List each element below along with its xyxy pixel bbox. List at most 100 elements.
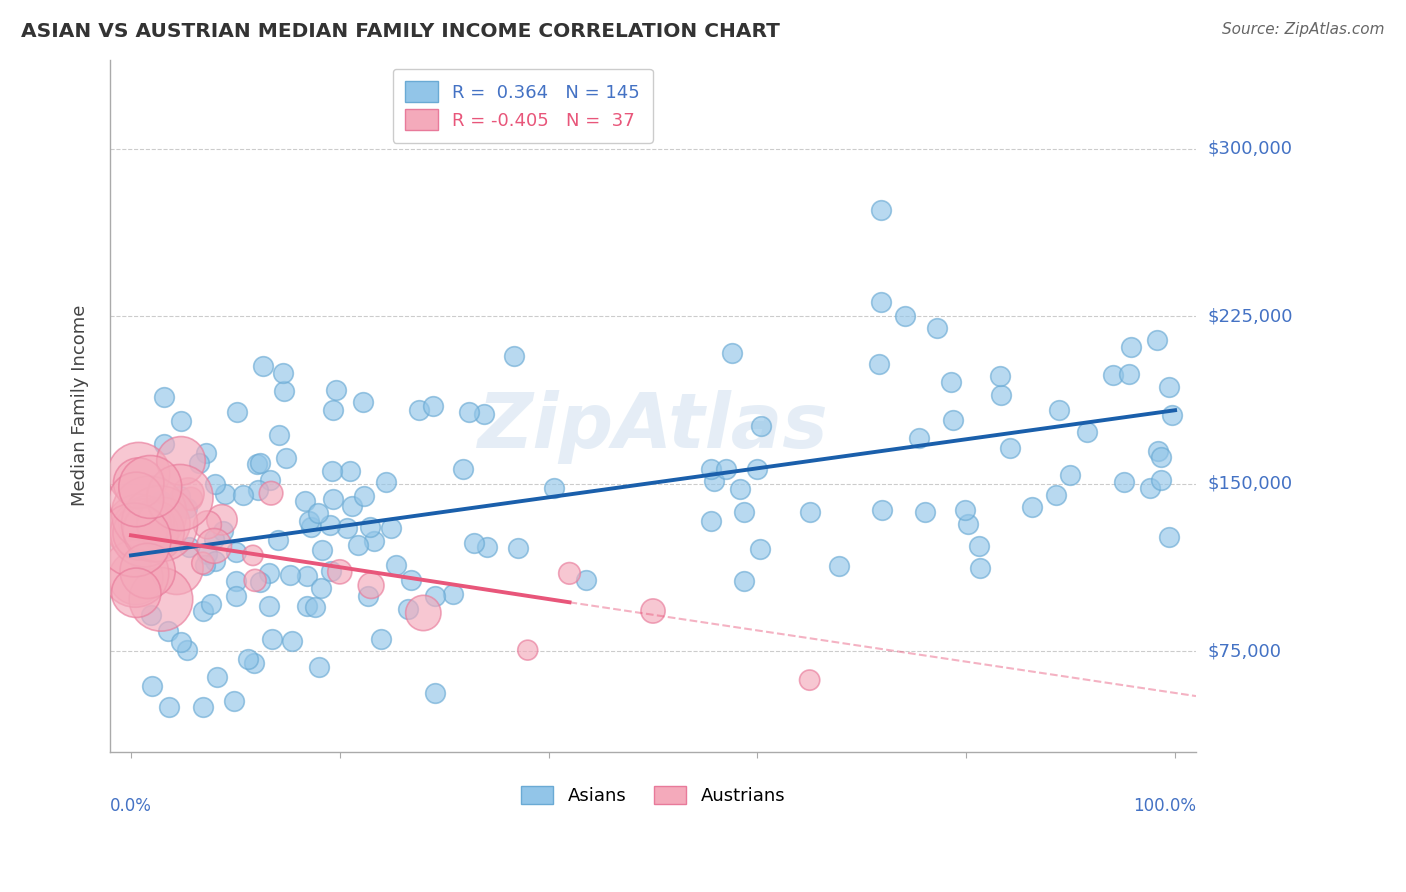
Point: [1118, 368, 1140, 382]
Point: [128, 476, 150, 491]
Point: [399, 573, 422, 587]
Point: [128, 467, 150, 481]
Point: [1146, 334, 1168, 348]
Point: [298, 514, 321, 528]
Point: [907, 431, 929, 445]
Point: [308, 659, 330, 673]
Point: [425, 686, 447, 700]
Point: [262, 632, 284, 646]
Point: [294, 494, 316, 508]
Point: [342, 500, 364, 514]
Point: [412, 606, 434, 620]
Point: [169, 491, 191, 505]
Point: [309, 581, 332, 595]
Text: $300,000: $300,000: [1208, 140, 1292, 158]
Point: [990, 388, 1012, 402]
Point: [193, 558, 215, 572]
Point: [179, 540, 201, 554]
Point: [956, 516, 979, 531]
Point: [1139, 481, 1161, 495]
Point: [299, 519, 322, 533]
Point: [1000, 441, 1022, 455]
Point: [214, 486, 236, 500]
Point: [180, 491, 202, 506]
Point: [204, 532, 226, 546]
Point: [131, 555, 153, 569]
Point: [124, 566, 146, 581]
Point: [988, 368, 1011, 383]
Point: [799, 505, 821, 519]
Point: [543, 481, 565, 495]
Point: [1119, 340, 1142, 354]
Point: [385, 558, 408, 573]
Point: [225, 574, 247, 588]
Point: [700, 514, 723, 528]
Point: [205, 670, 228, 684]
Point: [699, 462, 721, 476]
Point: [278, 567, 301, 582]
Point: [134, 525, 156, 540]
Point: [176, 642, 198, 657]
Point: [247, 483, 270, 497]
Y-axis label: Median Family Income: Median Family Income: [72, 305, 89, 507]
Point: [733, 574, 755, 589]
Point: [1076, 425, 1098, 440]
Point: [325, 383, 347, 397]
Point: [408, 402, 430, 417]
Text: ZipAtlas: ZipAtlas: [478, 390, 828, 464]
Point: [281, 633, 304, 648]
Point: [925, 320, 948, 334]
Point: [187, 456, 209, 470]
Point: [176, 501, 198, 516]
Text: 0.0%: 0.0%: [110, 797, 152, 815]
Point: [191, 700, 214, 714]
Point: [295, 569, 318, 583]
Point: [129, 526, 152, 541]
Point: [747, 462, 769, 476]
Text: $150,000: $150,000: [1208, 475, 1292, 493]
Point: [267, 428, 290, 442]
Point: [1150, 450, 1173, 465]
Point: [246, 457, 269, 471]
Point: [1047, 403, 1070, 417]
Point: [125, 571, 148, 585]
Text: 100.0%: 100.0%: [1133, 797, 1197, 815]
Point: [149, 493, 172, 508]
Point: [749, 418, 772, 433]
Point: [243, 574, 266, 588]
Point: [942, 413, 965, 427]
Text: $75,000: $75,000: [1208, 642, 1281, 660]
Point: [475, 540, 498, 554]
Point: [353, 489, 375, 503]
Point: [828, 559, 851, 574]
Point: [1045, 488, 1067, 502]
Point: [516, 643, 538, 657]
Point: [870, 503, 893, 517]
Point: [149, 592, 172, 607]
Point: [271, 366, 294, 380]
Point: [197, 547, 219, 561]
Point: [321, 464, 343, 478]
Point: [242, 549, 264, 563]
Point: [352, 395, 374, 409]
Point: [346, 538, 368, 552]
Point: [868, 357, 890, 371]
Point: [1160, 408, 1182, 422]
Point: [1059, 468, 1081, 483]
Point: [212, 524, 235, 538]
Point: [425, 589, 447, 603]
Point: [252, 359, 274, 373]
Point: [457, 405, 479, 419]
Point: [153, 437, 176, 451]
Point: [169, 489, 191, 503]
Point: [170, 414, 193, 428]
Point: [139, 480, 162, 494]
Point: [273, 384, 295, 398]
Point: [359, 519, 381, 533]
Point: [969, 561, 991, 575]
Point: [200, 597, 222, 611]
Point: [160, 516, 183, 531]
Point: [703, 475, 725, 489]
Text: ASIAN VS AUSTRIAN MEDIAN FAMILY INCOME CORRELATION CHART: ASIAN VS AUSTRIAN MEDIAN FAMILY INCOME C…: [21, 22, 780, 41]
Point: [153, 390, 176, 404]
